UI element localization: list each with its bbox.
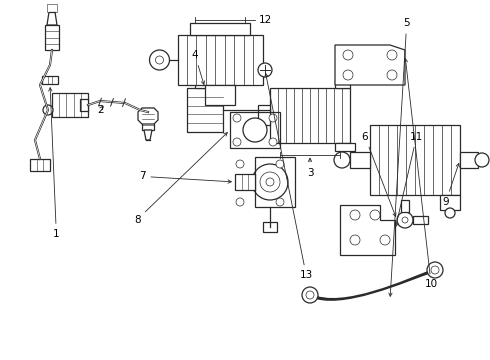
Bar bbox=[45, 25, 59, 50]
Text: 9: 9 bbox=[442, 163, 459, 207]
Bar bbox=[47, 4, 57, 12]
Circle shape bbox=[258, 63, 272, 77]
Bar bbox=[177, 35, 263, 85]
Bar bbox=[80, 99, 88, 111]
Text: 11: 11 bbox=[395, 132, 423, 226]
Bar bbox=[205, 85, 235, 105]
Text: 12: 12 bbox=[258, 15, 271, 25]
Bar bbox=[258, 105, 270, 125]
Bar bbox=[52, 93, 88, 117]
Polygon shape bbox=[340, 205, 395, 255]
Bar bbox=[350, 152, 370, 168]
Circle shape bbox=[233, 114, 241, 122]
Circle shape bbox=[343, 50, 353, 60]
Circle shape bbox=[233, 138, 241, 146]
Bar bbox=[335, 143, 355, 150]
Circle shape bbox=[243, 118, 267, 142]
Circle shape bbox=[350, 210, 360, 220]
Circle shape bbox=[236, 198, 244, 206]
Circle shape bbox=[260, 172, 280, 192]
Text: 3: 3 bbox=[307, 158, 313, 177]
Bar bbox=[401, 200, 409, 212]
Text: 1: 1 bbox=[49, 88, 60, 239]
Bar bbox=[413, 216, 428, 224]
Text: 10: 10 bbox=[404, 59, 438, 289]
Bar bbox=[235, 174, 255, 190]
Text: 5: 5 bbox=[389, 18, 410, 296]
Circle shape bbox=[397, 212, 413, 228]
Bar bbox=[335, 80, 350, 87]
Text: 4: 4 bbox=[192, 50, 204, 85]
Text: 7: 7 bbox=[139, 171, 231, 183]
Circle shape bbox=[475, 153, 489, 167]
Circle shape bbox=[302, 287, 318, 303]
Circle shape bbox=[387, 70, 397, 80]
Bar bbox=[30, 159, 50, 171]
Circle shape bbox=[380, 235, 390, 245]
Polygon shape bbox=[47, 12, 57, 25]
Circle shape bbox=[269, 114, 277, 122]
Bar bbox=[230, 112, 280, 148]
Polygon shape bbox=[144, 130, 152, 140]
Circle shape bbox=[149, 50, 170, 70]
Bar bbox=[195, 78, 215, 88]
Text: 8: 8 bbox=[134, 132, 227, 225]
Circle shape bbox=[252, 164, 288, 200]
Polygon shape bbox=[335, 45, 405, 85]
Circle shape bbox=[306, 291, 314, 299]
Circle shape bbox=[431, 266, 439, 274]
Bar bbox=[270, 87, 350, 143]
Text: 2: 2 bbox=[97, 105, 104, 115]
Circle shape bbox=[201, 74, 209, 82]
Bar bbox=[142, 108, 154, 130]
Polygon shape bbox=[138, 108, 158, 124]
Circle shape bbox=[269, 138, 277, 146]
Bar bbox=[255, 157, 295, 207]
Bar bbox=[263, 222, 277, 232]
Circle shape bbox=[276, 160, 284, 168]
Bar bbox=[370, 125, 460, 195]
Circle shape bbox=[155, 56, 164, 64]
Circle shape bbox=[387, 50, 397, 60]
Circle shape bbox=[402, 217, 408, 223]
Circle shape bbox=[370, 210, 380, 220]
Circle shape bbox=[445, 208, 455, 218]
Bar bbox=[440, 195, 460, 210]
Circle shape bbox=[343, 70, 353, 80]
Circle shape bbox=[334, 152, 350, 168]
Circle shape bbox=[427, 262, 443, 278]
Circle shape bbox=[350, 235, 360, 245]
Bar bbox=[187, 88, 223, 132]
Bar bbox=[460, 152, 478, 168]
Circle shape bbox=[236, 160, 244, 168]
Text: 6: 6 bbox=[362, 132, 396, 216]
Bar bbox=[42, 76, 58, 84]
Text: 13: 13 bbox=[265, 74, 313, 280]
Bar bbox=[190, 23, 250, 35]
Circle shape bbox=[276, 198, 284, 206]
Circle shape bbox=[266, 178, 274, 186]
Circle shape bbox=[43, 105, 53, 115]
